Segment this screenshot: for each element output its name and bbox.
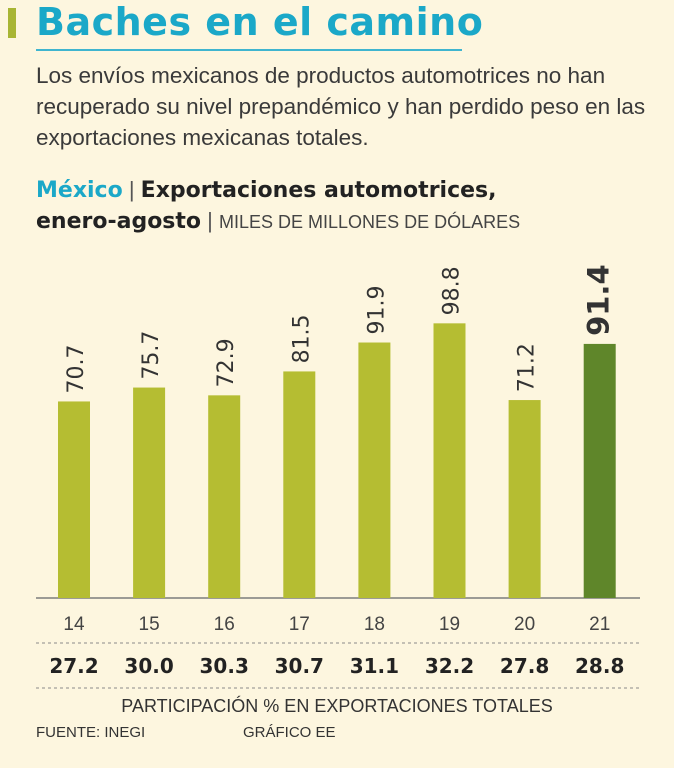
x-tick-label-16: 16 [214,614,235,635]
chart-title-line1: Exportaciones automotrices, [140,178,497,203]
participation-value-18: 31.1 [350,654,399,678]
participation-value-17: 30.7 [275,654,324,678]
credit-note: GRÁFICO EE [243,724,336,741]
x-tick-label-14: 14 [63,614,85,635]
heading-separator: | [128,177,135,202]
bar-20 [508,400,541,598]
x-tick-label-17: 17 [289,614,310,635]
value-label-20: 71.2 [515,343,540,392]
participation-value-16: 30.3 [200,654,249,678]
subtitle: Los envíos mexicanos de productos automo… [36,63,646,150]
chart-units: MILES DE MILLONES DE DÓLARES [219,212,521,232]
value-label-15: 75.7 [139,331,164,380]
participation-caption: PARTICIPACIÓN % EN EXPORTACIONES TOTALES [121,695,552,716]
value-label-19: 98.8 [440,266,465,315]
x-tick-label-21: 21 [589,614,610,635]
bar-17 [283,371,316,598]
value-label-21: 91.4 [582,264,616,336]
x-tick-label-18: 18 [364,614,385,635]
participation-value-14: 27.2 [49,654,98,678]
participation-value-15: 30.0 [124,654,173,678]
chart-country: México [36,178,123,203]
chart-title-line2: enero-agosto [36,209,202,234]
title-underline [36,49,462,51]
bar-16 [208,395,241,598]
page-title: Baches en el camino [36,0,484,44]
value-label-16: 72.9 [214,338,239,387]
value-label-14: 70.7 [64,344,89,393]
participation-value-20: 27.8 [500,654,549,678]
bar-14 [58,401,90,598]
participation-value-19: 32.2 [425,654,474,678]
title-accent-bar [8,8,16,38]
bar-15 [133,387,166,598]
value-label-18: 91.9 [364,286,389,335]
value-label-17: 81.5 [289,314,314,363]
participation-value-21: 28.8 [575,654,624,678]
bar-19 [433,323,466,598]
bar-18 [358,342,391,598]
bar-21 [583,343,616,598]
source-note: FUENTE: INEGI [36,724,146,741]
heading-separator-2: | [207,208,213,233]
x-tick-label-15: 15 [139,614,160,635]
x-tick-label-20: 20 [514,614,535,635]
chart-heading: México | Exportaciones automotrices, ene… [36,175,656,237]
x-tick-label-19: 19 [439,614,460,635]
